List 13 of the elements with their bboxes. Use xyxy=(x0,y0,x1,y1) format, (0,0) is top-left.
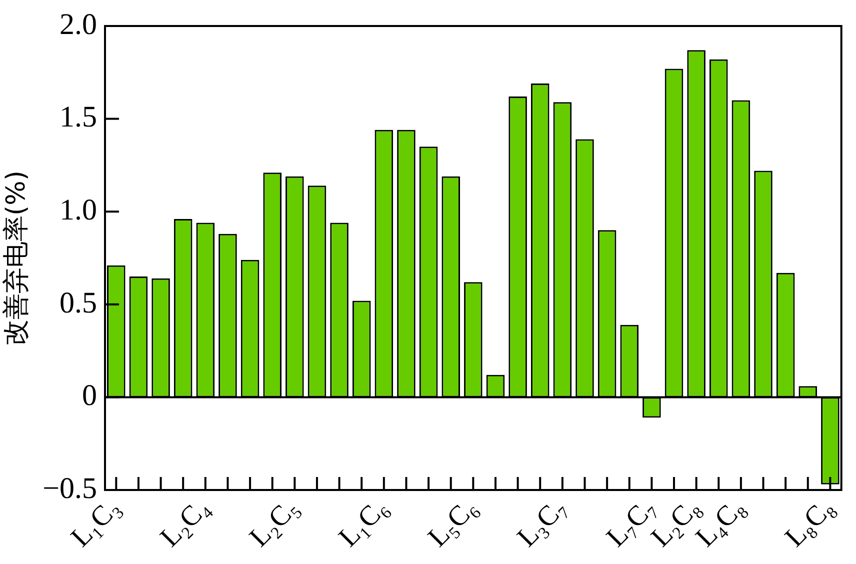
y-tick-label: −0.5 xyxy=(42,472,97,505)
y-tick-label: 0.5 xyxy=(60,286,97,320)
y-axis-title: 改善弃电率(%) xyxy=(1,170,32,346)
x-tick-label: L₂C₅ xyxy=(244,492,305,554)
y-tick-label: 1.5 xyxy=(60,100,97,134)
x-tick-label: L₁C₆ xyxy=(333,492,394,554)
x-tick-label: L₂C₄ xyxy=(154,492,216,554)
y-tick-label: 1.0 xyxy=(60,193,97,226)
x-tick-label: L₅C₆ xyxy=(422,492,484,554)
x-tick-label: L₈C₈ xyxy=(779,492,840,554)
y-tick-label: 2.0 xyxy=(60,8,97,41)
y-tick-label: 0 xyxy=(82,379,97,412)
x-tick-label: L₃C₇ xyxy=(512,492,573,554)
